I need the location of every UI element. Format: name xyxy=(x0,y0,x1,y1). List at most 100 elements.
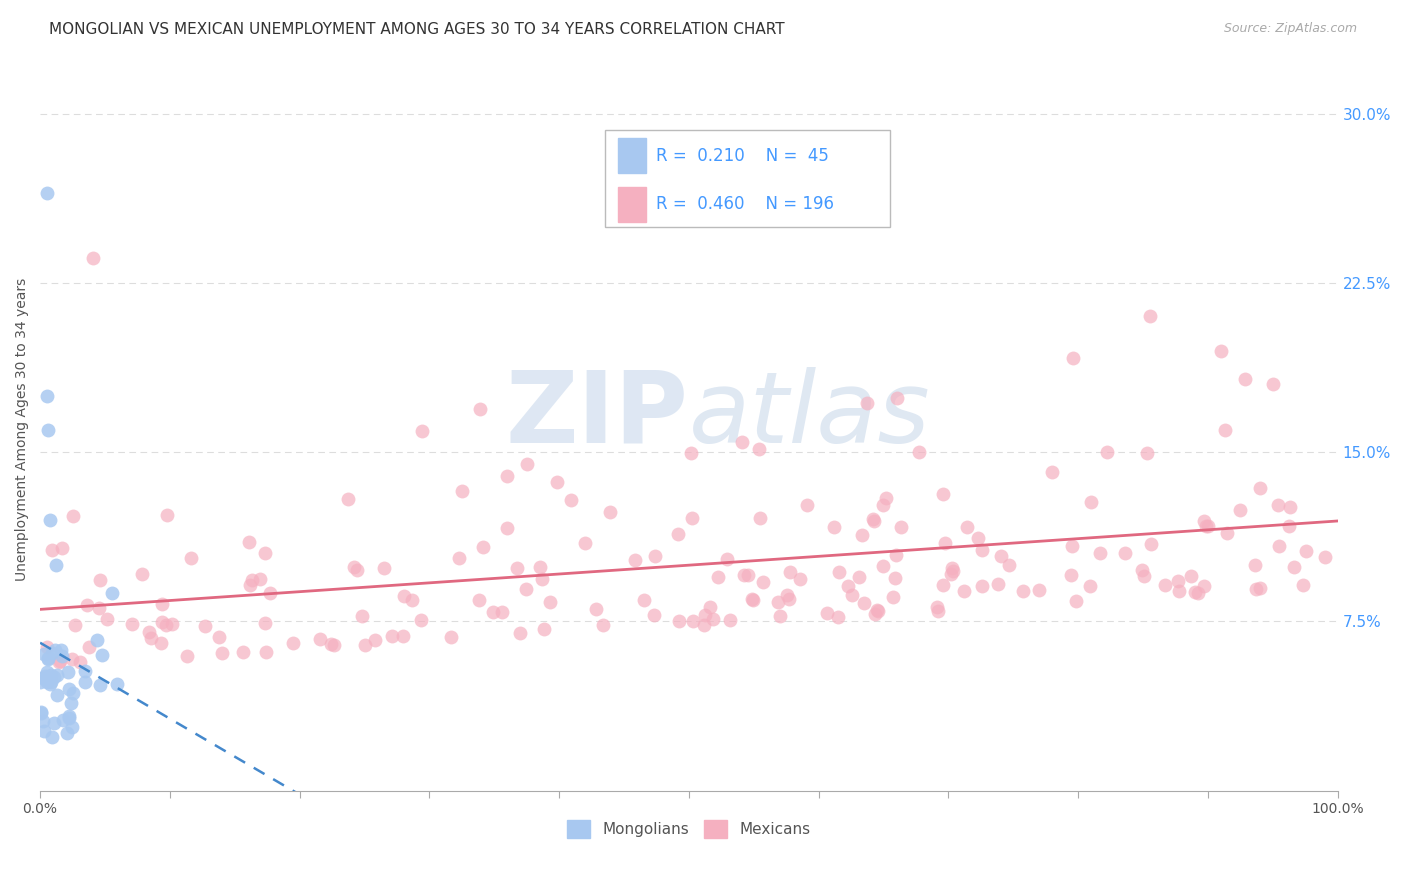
Point xyxy=(194,619,217,633)
Point xyxy=(496,521,519,535)
Point xyxy=(515,582,537,596)
Text: R =  0.460    N = 196: R = 0.460 N = 196 xyxy=(657,195,834,213)
Point xyxy=(941,560,963,574)
Point xyxy=(1249,481,1271,495)
Point xyxy=(692,618,714,632)
Point xyxy=(748,442,770,456)
Point xyxy=(1213,424,1236,438)
Point xyxy=(890,520,912,534)
Point xyxy=(44,643,66,657)
Point xyxy=(853,596,876,610)
Point xyxy=(908,444,931,458)
Point xyxy=(32,723,55,738)
Point xyxy=(1268,539,1291,553)
Point xyxy=(73,675,96,690)
Point xyxy=(39,668,62,682)
Point xyxy=(1313,549,1336,564)
Point xyxy=(394,590,416,604)
Point xyxy=(58,681,80,696)
Point xyxy=(482,606,505,620)
Point xyxy=(62,508,84,523)
Point xyxy=(546,475,568,489)
Point xyxy=(934,536,956,550)
Point xyxy=(560,493,582,508)
Point xyxy=(925,599,948,614)
Point xyxy=(623,553,645,567)
Point xyxy=(254,645,277,659)
Point xyxy=(1180,568,1202,582)
Point xyxy=(953,584,976,599)
Point xyxy=(62,686,84,700)
Point xyxy=(749,511,772,525)
Point xyxy=(766,595,789,609)
Text: MONGOLIAN VS MEXICAN UNEMPLOYMENT AMONG AGES 30 TO 34 YEARS CORRELATION CHART: MONGOLIAN VS MEXICAN UNEMPLOYMENT AMONG … xyxy=(49,22,785,37)
Point xyxy=(32,714,55,728)
Point xyxy=(34,669,56,683)
Point xyxy=(51,643,73,657)
Point xyxy=(41,730,63,744)
Point xyxy=(1229,503,1251,517)
Point xyxy=(643,607,665,622)
Point xyxy=(1028,582,1050,597)
Point xyxy=(51,648,73,663)
Point xyxy=(1060,567,1083,582)
Point xyxy=(823,519,845,533)
Point xyxy=(35,640,58,654)
Point xyxy=(42,670,65,684)
Point xyxy=(1291,578,1313,592)
Point xyxy=(176,649,198,664)
Point xyxy=(932,487,955,501)
Point xyxy=(468,401,491,416)
Point xyxy=(35,665,58,680)
Point xyxy=(668,615,690,629)
Point xyxy=(86,633,108,648)
Point xyxy=(41,543,63,558)
Point xyxy=(37,675,59,690)
Point xyxy=(39,513,62,527)
Point xyxy=(35,186,58,200)
Point xyxy=(706,570,728,584)
Point xyxy=(41,646,63,660)
Point xyxy=(353,639,375,653)
Point xyxy=(87,600,110,615)
Point xyxy=(471,540,494,554)
Point xyxy=(58,709,80,723)
Point xyxy=(970,579,993,593)
Point xyxy=(121,617,143,632)
Point xyxy=(1192,514,1215,528)
Text: R =  0.210    N =  45: R = 0.210 N = 45 xyxy=(657,147,830,165)
Point xyxy=(886,548,908,562)
Point xyxy=(837,579,859,593)
Point xyxy=(872,498,894,512)
Point xyxy=(1249,582,1271,596)
Point xyxy=(240,573,263,587)
Point xyxy=(866,603,889,617)
Point xyxy=(841,588,863,602)
Point xyxy=(778,592,800,607)
Point xyxy=(679,446,702,460)
Point xyxy=(207,630,229,644)
Point xyxy=(63,617,86,632)
Legend: Mongolians, Mexicans: Mongolians, Mexicans xyxy=(561,814,817,845)
Point xyxy=(932,577,955,591)
Point xyxy=(30,674,52,689)
Point xyxy=(681,511,703,525)
Point xyxy=(1261,377,1284,392)
Point xyxy=(37,651,59,665)
Point xyxy=(37,651,59,665)
Point xyxy=(1064,594,1087,608)
Point xyxy=(37,423,59,437)
Point xyxy=(942,564,965,578)
Point xyxy=(827,610,849,624)
Point xyxy=(1244,582,1267,596)
Point xyxy=(718,614,741,628)
Point xyxy=(373,560,395,574)
Point xyxy=(1140,536,1163,550)
Point xyxy=(411,425,433,439)
Point xyxy=(323,638,346,652)
Point xyxy=(1062,351,1084,365)
Point xyxy=(58,711,80,725)
Point xyxy=(32,671,55,685)
Point xyxy=(1295,544,1317,558)
Point xyxy=(1114,546,1136,560)
